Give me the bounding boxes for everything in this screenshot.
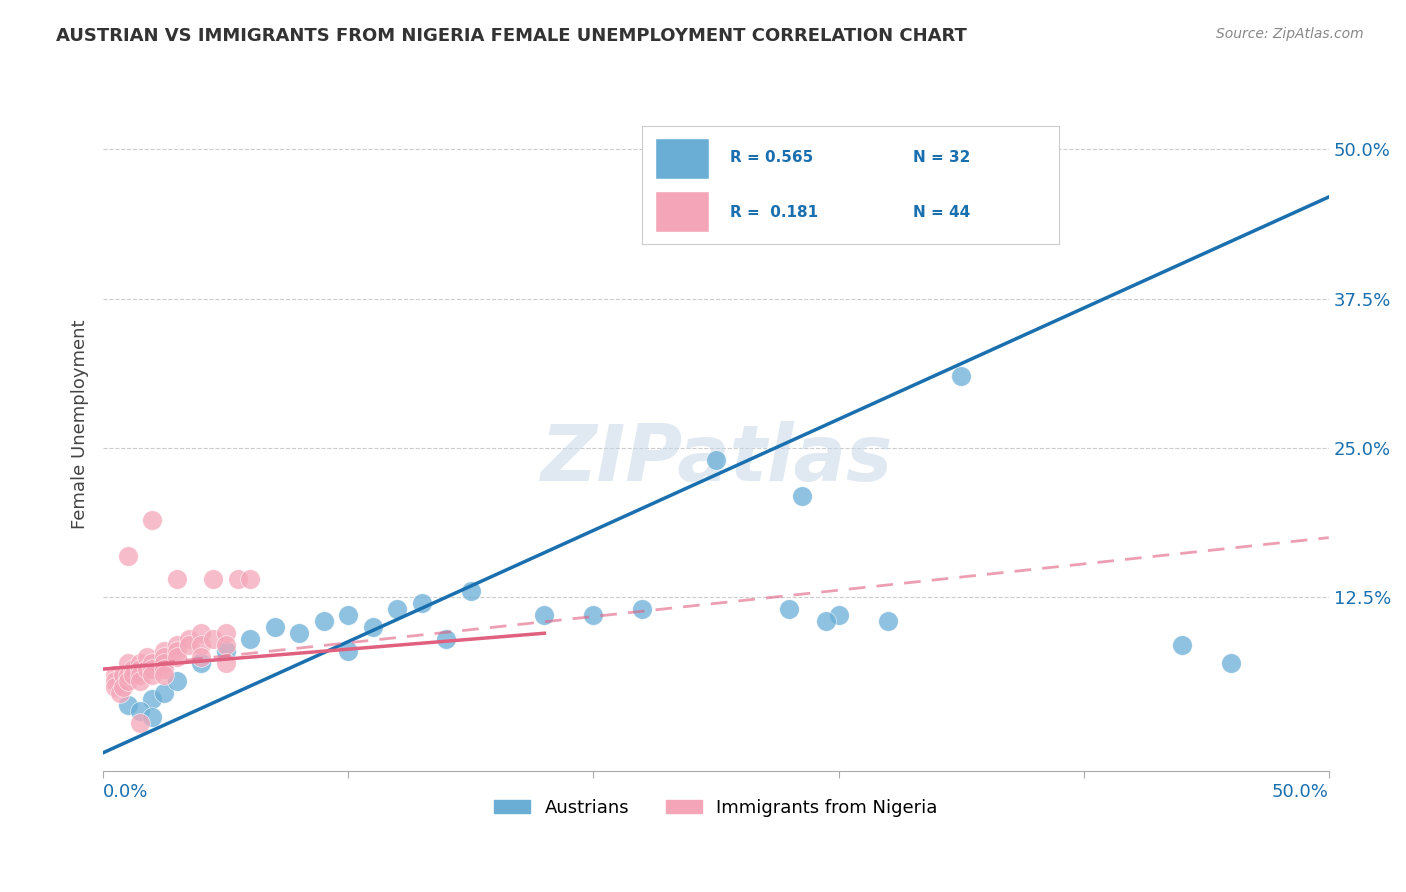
Point — [129, 668, 152, 682]
Point — [226, 573, 249, 587]
Point — [153, 686, 176, 700]
Point — [129, 704, 152, 718]
Point — [111, 668, 134, 682]
Point — [104, 668, 127, 682]
Point — [166, 674, 188, 689]
Point — [153, 650, 176, 665]
Point — [104, 674, 127, 689]
Point — [533, 608, 555, 623]
Point — [190, 626, 212, 640]
Point — [177, 638, 200, 652]
Point — [129, 656, 152, 670]
Point — [104, 680, 127, 694]
Point — [117, 549, 139, 563]
Point — [460, 584, 482, 599]
Point — [166, 644, 188, 658]
Point — [166, 650, 188, 665]
Point — [631, 602, 654, 616]
Point — [950, 369, 973, 384]
Point — [288, 626, 311, 640]
Point — [141, 710, 163, 724]
Point — [177, 632, 200, 647]
Point — [117, 698, 139, 712]
Text: 50.0%: 50.0% — [1272, 782, 1329, 801]
Text: ZIPatlas: ZIPatlas — [540, 421, 891, 497]
Point — [111, 680, 134, 694]
Point — [1024, 142, 1046, 156]
Point — [117, 674, 139, 689]
Text: AUSTRIAN VS IMMIGRANTS FROM NIGERIA FEMALE UNEMPLOYMENT CORRELATION CHART: AUSTRIAN VS IMMIGRANTS FROM NIGERIA FEMA… — [56, 27, 967, 45]
Point — [361, 620, 384, 634]
Point — [166, 573, 188, 587]
Y-axis label: Female Unemployment: Female Unemployment — [72, 319, 89, 529]
Point — [117, 668, 139, 682]
Point — [202, 573, 225, 587]
Point — [582, 608, 605, 623]
Point — [117, 656, 139, 670]
Text: Source: ZipAtlas.com: Source: ZipAtlas.com — [1216, 27, 1364, 41]
Point — [263, 620, 285, 634]
Point — [312, 615, 335, 629]
Point — [110, 686, 132, 700]
Point — [215, 656, 238, 670]
Point — [190, 656, 212, 670]
Point — [434, 632, 457, 647]
Point — [153, 668, 176, 682]
Point — [141, 656, 163, 670]
Point — [153, 656, 176, 670]
Point — [779, 602, 801, 616]
Point — [136, 650, 159, 665]
Point — [876, 615, 898, 629]
Point — [121, 668, 143, 682]
Point — [239, 632, 262, 647]
Point — [337, 608, 360, 623]
Point — [1219, 656, 1241, 670]
Point — [387, 602, 409, 616]
Point — [704, 453, 727, 467]
Point — [239, 573, 262, 587]
Point — [129, 715, 152, 730]
Point — [790, 489, 813, 503]
Point — [337, 644, 360, 658]
Point — [827, 608, 849, 623]
Point — [153, 644, 176, 658]
Point — [141, 668, 163, 682]
Point — [190, 638, 212, 652]
Point — [190, 650, 212, 665]
Point — [411, 596, 433, 610]
Point — [215, 644, 238, 658]
Point — [166, 638, 188, 652]
Point — [215, 638, 238, 652]
Point — [129, 662, 152, 676]
Point — [215, 626, 238, 640]
Point — [136, 662, 159, 676]
Point — [1170, 638, 1192, 652]
Point — [202, 632, 225, 647]
Point — [141, 662, 163, 676]
Point — [121, 662, 143, 676]
Point — [815, 615, 838, 629]
Point — [129, 674, 152, 689]
Point — [141, 513, 163, 527]
Point — [141, 692, 163, 706]
Point — [153, 662, 176, 676]
Legend: Austrians, Immigrants from Nigeria: Austrians, Immigrants from Nigeria — [486, 791, 945, 824]
Text: 0.0%: 0.0% — [103, 782, 149, 801]
